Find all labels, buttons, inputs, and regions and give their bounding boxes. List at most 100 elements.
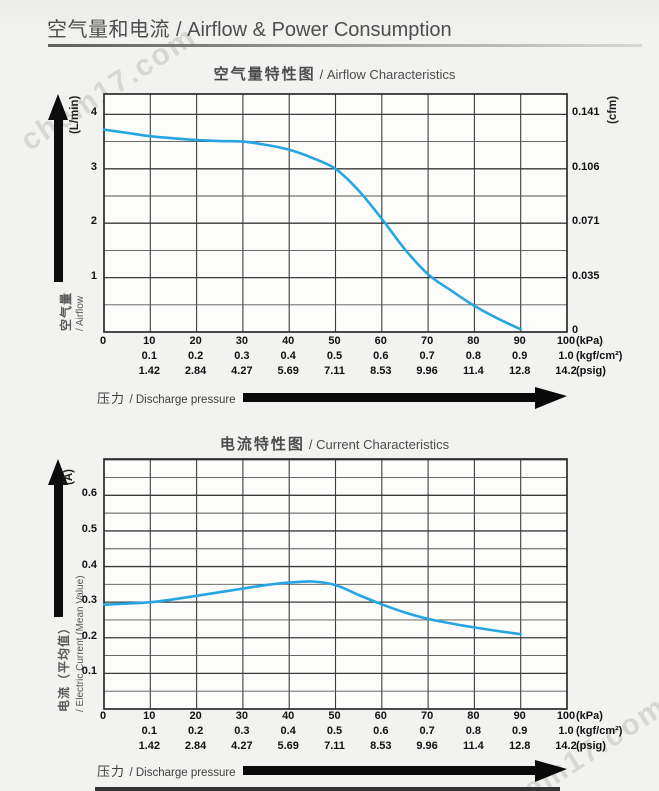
current-curve (103, 580, 522, 636)
ytick-left: 0.6 (81, 487, 97, 500)
discharge-pressure-label-1: 压力 / Discharge pressure (97, 391, 236, 406)
xtick: 0.3 (234, 725, 250, 737)
xtick: 4.27 (231, 365, 253, 377)
xtick: 0.4 (280, 350, 296, 362)
xtick: 1.0 (558, 725, 574, 737)
xtick: 50 (328, 335, 341, 347)
xtick: 1.42 (138, 740, 160, 752)
xtick: 70 (420, 335, 434, 347)
xtick: 2.84 (184, 740, 207, 752)
xtick: 0.1 (141, 725, 157, 737)
airflow-axis-arrow-head (48, 94, 68, 120)
page-title: 空气量和电流 / Airflow & Power Consumption (47, 13, 452, 42)
xtick: 9.96 (416, 740, 438, 752)
xtick: 12.8 (508, 365, 531, 377)
discharge-pressure-arrow-2 (243, 766, 535, 775)
xtick: 5.69 (277, 365, 299, 377)
xtick: 7.11 (324, 740, 345, 752)
current-axis-arrow-shaft (54, 483, 63, 617)
xaxis-unit: (psig) (576, 740, 606, 752)
discharge-pressure-label-2: 压力 / Discharge pressure (97, 764, 236, 779)
xtick: 40 (282, 710, 295, 722)
header-underline (48, 44, 642, 47)
xtick: 8.53 (370, 365, 392, 377)
xtick: 80 (467, 335, 480, 347)
xtick: 9.96 (416, 365, 438, 377)
airflow-axis-label-en: / Airflow (75, 295, 86, 331)
ytick-right: 0 (572, 324, 579, 336)
ytick-left: 0.2 (81, 629, 97, 642)
xtick: 20 (189, 335, 202, 347)
next-section-edge (95, 787, 560, 791)
ytick-left: 2 (90, 215, 97, 228)
xtick: 0 (99, 710, 107, 722)
xaxis-unit: (kPa) (576, 335, 603, 347)
xtick: 50 (328, 710, 341, 722)
xtick: 10 (143, 335, 156, 347)
ytick-left: 0.5 (81, 522, 97, 535)
airflow-chart-title-en: / Airflow Characteristics (319, 67, 456, 82)
xtick: 40 (282, 335, 295, 347)
xaxis-unit: (psig) (576, 365, 606, 377)
xtick: 0.9 (512, 350, 528, 362)
xtick: 30 (235, 335, 249, 347)
current-yunit-left: (A) (63, 469, 75, 485)
page-title-en: / Airflow & Power Consumption (176, 19, 452, 41)
xtick: 12.8 (508, 740, 531, 752)
current-plot (103, 458, 568, 710)
xtick: 60 (374, 335, 387, 347)
xtick: 0.6 (373, 725, 389, 737)
xtick: 0.5 (326, 350, 343, 362)
xtick: 0.7 (419, 725, 435, 737)
xtick: 0.7 (419, 350, 435, 362)
ytick-right: 0.141 (572, 106, 600, 119)
xaxis-unit: (kgf/cm²) (576, 725, 623, 737)
xtick: 0.8 (465, 725, 482, 737)
xaxis-unit: (kPa) (576, 710, 603, 722)
xtick: 0.8 (465, 350, 482, 362)
ytick-left: 1 (90, 269, 97, 282)
current-chart-title: 电流特性图 / Current Characteristics (103, 433, 566, 454)
xtick: 1.0 (558, 350, 574, 362)
ytick-right: 0.071 (572, 215, 600, 228)
xtick: 100 (556, 710, 576, 722)
xtick: 90 (513, 710, 526, 722)
xtick: 10 (143, 710, 156, 722)
ytick-left: 0.4 (81, 558, 97, 571)
xtick: 0.9 (512, 725, 528, 737)
xtick: 90 (513, 335, 526, 347)
current-chart-title-zh: 电流特性图 (219, 436, 305, 453)
xtick: 80 (467, 710, 480, 722)
xtick: 0.6 (373, 350, 389, 362)
ytick-right: 0.106 (572, 160, 600, 173)
xtick: 0.4 (280, 725, 296, 737)
discharge-pressure-arrow-1 (243, 393, 535, 402)
ytick-left: 4 (90, 106, 97, 119)
xtick: 0.2 (187, 725, 204, 737)
airflow-plot (103, 93, 568, 333)
airflow-chart-title: 空气量特性图 / Airflow Characteristics (103, 63, 566, 84)
xtick: 70 (420, 710, 434, 722)
xtick: 20 (189, 710, 202, 722)
xtick: 11.4 (462, 365, 484, 377)
xtick: 7.11 (324, 365, 345, 377)
xtick: 100 (556, 335, 576, 347)
xtick: 4.27 (231, 740, 253, 752)
xtick: 2.84 (184, 365, 207, 377)
xaxis-unit: (kgf/cm²) (576, 350, 623, 362)
current-chart-title-en: / Current Characteristics (308, 437, 450, 452)
xtick: 0.2 (187, 350, 204, 362)
xtick: 0.1 (141, 350, 157, 362)
ytick-left: 0.1 (81, 665, 97, 678)
airflow-yunit-right: (cfm) (607, 95, 619, 124)
airflow-axis-arrow-shaft (54, 118, 63, 282)
ytick-right: 0.035 (572, 269, 600, 282)
xtick: 1.42 (138, 365, 160, 377)
xtick: 0 (99, 335, 107, 347)
ytick-left: 0.3 (81, 594, 97, 607)
xtick: 14.2 (555, 740, 577, 752)
xtick: 0.3 (234, 350, 250, 362)
xtick: 30 (235, 710, 249, 722)
xtick: 8.53 (370, 740, 392, 752)
